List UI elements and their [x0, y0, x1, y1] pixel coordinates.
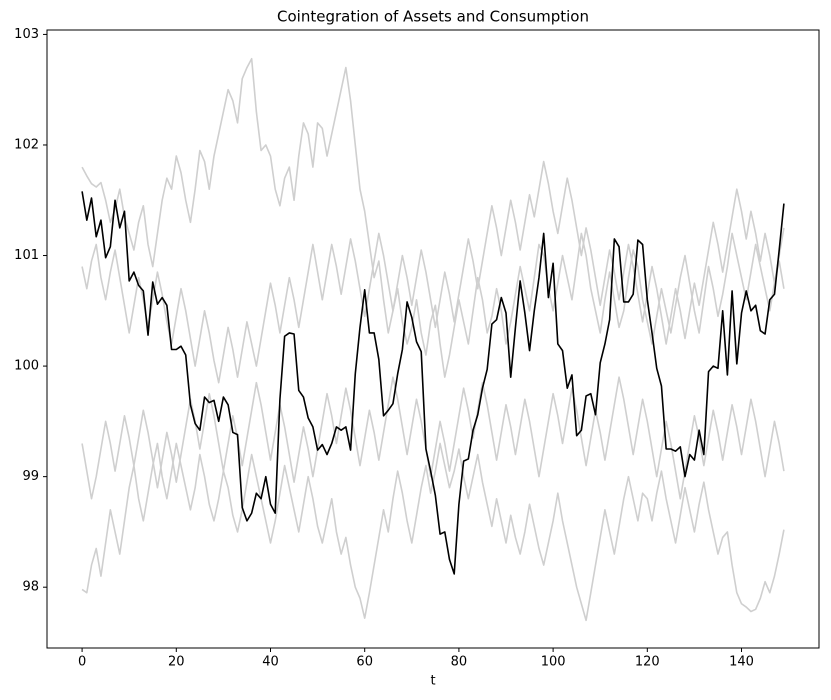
- y-tick-label: 101: [14, 248, 39, 263]
- series-line: [81, 57, 785, 378]
- x-tick-label: 100: [541, 655, 566, 670]
- x-axis-label: t: [430, 674, 435, 689]
- y-tick-label: 98: [22, 580, 39, 595]
- y-tick-label: 100: [14, 359, 39, 374]
- y-tick-label: 99: [22, 469, 39, 484]
- chart-title: Cointegration of Assets and Consumption: [277, 8, 589, 26]
- series-line: [81, 442, 785, 622]
- series-line: [81, 191, 785, 575]
- series-line: [81, 376, 785, 500]
- x-tick-label: 20: [168, 655, 185, 670]
- y-tick-label: 102: [14, 137, 39, 152]
- plot-frame: [46, 29, 820, 649]
- y-tick-label: 103: [14, 27, 39, 42]
- x-tick-label: 140: [729, 655, 754, 670]
- series-line: [81, 160, 785, 384]
- x-tick-label: 40: [262, 655, 279, 670]
- x-tick-label: 0: [78, 655, 86, 670]
- x-tick-label: 60: [356, 655, 373, 670]
- x-tick-label: 120: [635, 655, 660, 670]
- x-tick-label: 80: [451, 655, 468, 670]
